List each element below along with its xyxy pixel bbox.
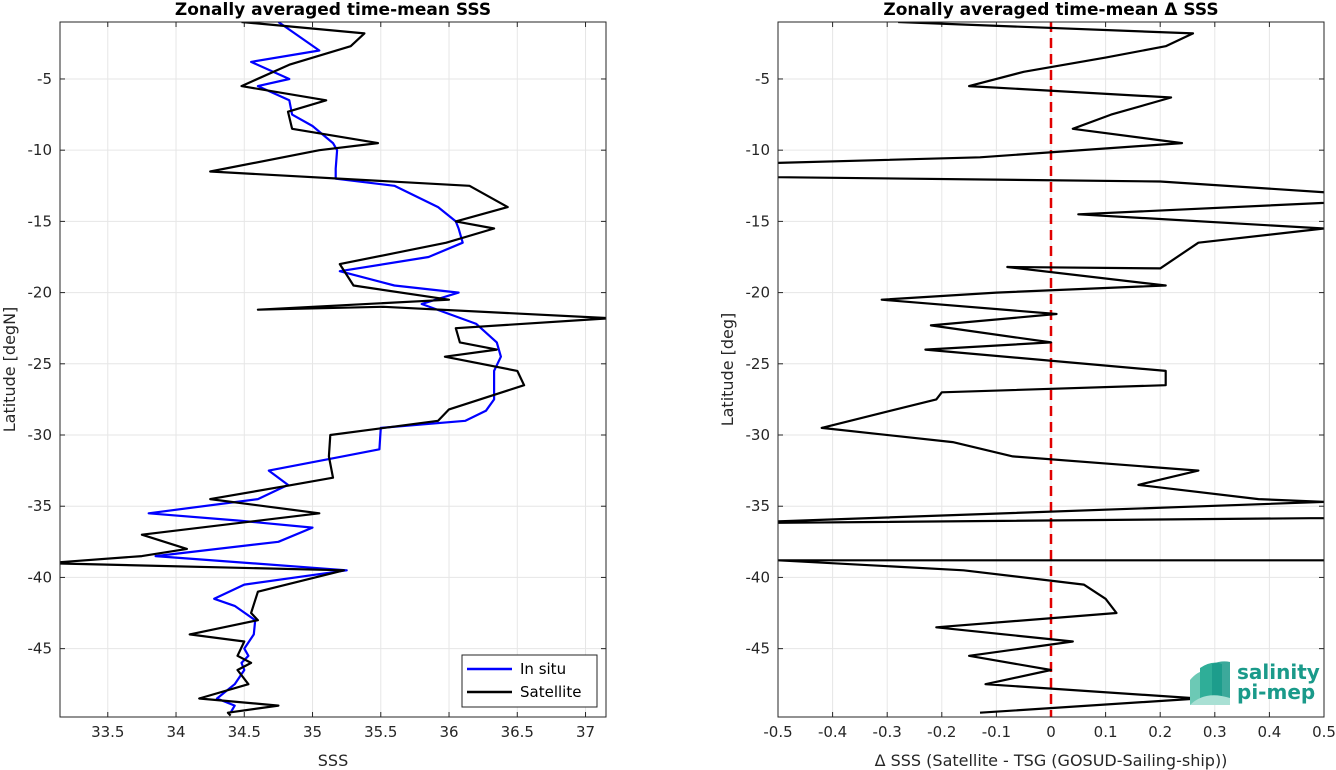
right-y-tick-label: -35 [746, 497, 771, 515]
logo-text-salinity: salinity [1237, 660, 1320, 684]
right-x-tick-label: -0.3 [873, 723, 902, 741]
right-x-tick-label: -0.2 [927, 723, 956, 741]
wave-logo-icon [1190, 661, 1230, 705]
left-y-tick-label: -15 [28, 212, 53, 230]
left-chart-axes: 33.5 34 34.5 35 35.5 36 36.5 37 -45 -40 -35 -30 -25 -… [0, 0, 607, 770]
left-y-tick-label: -5 [37, 70, 52, 88]
legend-label-satellite: Satellite [520, 683, 581, 701]
legend: In situ Satellite [461, 654, 598, 708]
right-y-tick-label: -20 [746, 284, 771, 302]
left-x-axis-label: SSS [318, 751, 348, 770]
salinity-pi-mep-logo: salinity pi-mep [1190, 660, 1320, 705]
right-chart-axes: -0.5 -0.4 -0.3 -0.2 -0.1 0 0.1 0.2 0.3 0.4 0.5 -45 -… [718, 0, 1336, 770]
legend-box [461, 654, 598, 708]
left-y-tick-label: -20 [28, 284, 53, 302]
right-x-tick-label: -0.4 [818, 723, 847, 741]
left-y-tick-label: -30 [28, 426, 53, 444]
right-x-axis-label: Δ SSS (Satellite - TSG (GOSUD-Sailing-sh… [875, 751, 1228, 770]
left-x-tick-label: 36.5 [501, 723, 534, 741]
left-series-line-in-situ [147, 22, 502, 714]
left-x-tick-label: 35 [303, 723, 322, 741]
right-x-tick-label: 0.3 [1203, 723, 1227, 741]
left-x-tick-label: 36 [439, 723, 458, 741]
left-y-tick-label: -35 [28, 497, 53, 515]
right-series-line-delta-sss [778, 22, 1324, 714]
left-chart-title: Zonally averaged time-mean SSS [175, 0, 491, 20]
right-x-tick-label: -0.1 [982, 723, 1011, 741]
right-y-tick-label: -10 [746, 141, 771, 159]
left-y-tick-label: -10 [28, 141, 53, 159]
right-x-tick-label: -0.5 [763, 723, 792, 741]
right-chart-title: Zonally averaged time-mean Δ SSS [883, 0, 1218, 20]
left-y-tick-label: -40 [28, 568, 53, 586]
left-plot-frame [59, 21, 607, 718]
right-x-tick-label: 0.2 [1148, 723, 1172, 741]
logo-text-pi-mep: pi-mep [1237, 680, 1315, 704]
right-x-tick-label: 0 [1046, 723, 1056, 741]
right-y-tick-label: -30 [746, 426, 771, 444]
right-plot-frame [777, 21, 1325, 718]
right-x-tick-label: 0.4 [1257, 723, 1281, 741]
left-x-tick-label: 33.5 [91, 723, 124, 741]
left-x-tick-label: 35.5 [364, 723, 397, 741]
right-y-tick-label: -40 [746, 568, 771, 586]
right-y-tick-label: -15 [746, 212, 771, 230]
left-series-line-satellite [60, 22, 606, 717]
right-y-axis-label: Latitude [deg] [718, 313, 737, 427]
left-y-axis-label: Latitude [degN] [0, 307, 19, 433]
right-x-tick-label: 0.5 [1312, 723, 1336, 741]
right-y-tick-label: -25 [746, 355, 771, 373]
left-x-tick-label: 34.5 [228, 723, 261, 741]
left-y-tick-label: -25 [28, 355, 53, 373]
left-x-tick-label: 37 [576, 723, 595, 741]
left-x-tick-label: 34 [166, 723, 185, 741]
right-x-tick-label: 0.1 [1094, 723, 1118, 741]
right-y-tick-label: -5 [755, 70, 770, 88]
right-y-tick-label: -45 [746, 640, 771, 658]
legend-label-in-situ: In situ [520, 660, 566, 678]
left-y-tick-label: -45 [28, 640, 53, 658]
